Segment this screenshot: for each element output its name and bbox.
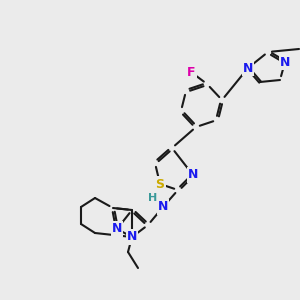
Text: N: N [112,223,122,236]
Text: N: N [280,56,290,68]
Text: N: N [243,61,253,74]
Text: N: N [188,169,198,182]
Text: F: F [187,65,195,79]
Text: H: H [148,193,158,203]
Text: S: S [155,178,164,190]
Text: N: N [127,230,137,244]
Text: N: N [158,200,168,214]
